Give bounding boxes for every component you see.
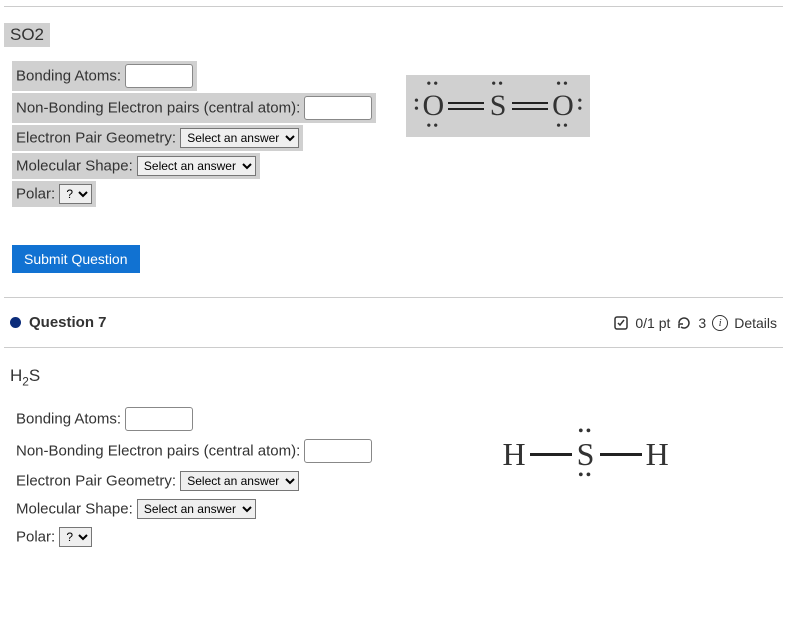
fields-column: Bonding Atoms: Non-Bonding Electron pair…: [12, 404, 376, 552]
molecule-formula: H2S: [4, 364, 46, 390]
retries-text: 3: [698, 315, 706, 331]
shape-row: Molecular Shape: Select an answer: [12, 496, 260, 522]
bonding-atoms-row: Bonding Atoms:: [12, 61, 197, 91]
info-icon[interactable]: i: [712, 315, 728, 331]
retry-icon: [676, 315, 692, 331]
polar-row: Polar: ?: [12, 181, 96, 207]
bonding-atoms-input[interactable]: [125, 407, 193, 431]
lewis-structure-so2: •• •• O •• •• S •• O •• ••: [406, 75, 589, 137]
lewis-atom-H-left: H: [500, 432, 527, 476]
divider: [4, 297, 783, 298]
shape-select[interactable]: Select an answer: [137, 499, 256, 519]
divider: [4, 347, 783, 348]
question-meta: 0/1 pt 3 i Details: [613, 315, 777, 331]
shape-row: Molecular Shape: Select an answer: [12, 153, 260, 179]
nonbonding-label: Non-Bonding Electron pairs (central atom…: [16, 443, 300, 460]
polar-label: Polar:: [16, 529, 55, 546]
nonbonding-label: Non-Bonding Electron pairs (central atom…: [16, 100, 300, 117]
epg-row: Electron Pair Geometry: Select an answer: [12, 468, 303, 494]
lewis-atom-H-right: H: [644, 432, 671, 476]
nonbonding-row: Non-Bonding Electron pairs (central atom…: [12, 436, 376, 466]
molecule-formula: SO2: [4, 23, 50, 47]
bonding-atoms-label: Bonding Atoms:: [16, 411, 121, 428]
lewis-structure-h2s: H •• S •• H: [486, 422, 684, 486]
nonbonding-input[interactable]: [304, 439, 372, 463]
single-bond-icon: [600, 453, 642, 456]
lewis-atom-S: •• S ••: [574, 432, 598, 476]
polar-select[interactable]: ?: [59, 527, 92, 547]
divider: [4, 6, 783, 7]
lewis-atom-O-left: •• •• O ••: [420, 85, 446, 127]
shape-label: Molecular Shape:: [16, 158, 133, 175]
question-title: Question 7: [29, 314, 107, 331]
bonding-atoms-row: Bonding Atoms:: [12, 404, 197, 434]
attempt-icon: [613, 315, 629, 331]
bonding-atoms-label: Bonding Atoms:: [16, 68, 121, 85]
double-bond-icon: [512, 102, 548, 110]
polar-label: Polar:: [16, 186, 55, 203]
single-bond-icon: [530, 453, 572, 456]
shape-select[interactable]: Select an answer: [137, 156, 256, 176]
double-bond-icon: [448, 102, 484, 110]
polar-row: Polar: ?: [12, 524, 96, 550]
question-body: Bonding Atoms: Non-Bonding Electron pair…: [4, 404, 783, 552]
epg-label: Electron Pair Geometry:: [16, 473, 176, 490]
epg-row: Electron Pair Geometry: Select an answer: [12, 125, 303, 151]
epg-label: Electron Pair Geometry:: [16, 130, 176, 147]
lewis-atom-O-right: •• O •• ••: [550, 85, 576, 127]
bonding-atoms-input[interactable]: [125, 64, 193, 88]
fields-column: Bonding Atoms: Non-Bonding Electron pair…: [12, 61, 376, 209]
question-bullet-icon: [10, 317, 21, 328]
polar-select[interactable]: ?: [59, 184, 92, 204]
epg-select[interactable]: Select an answer: [180, 128, 299, 148]
question-body: Bonding Atoms: Non-Bonding Electron pair…: [4, 61, 783, 209]
details-link[interactable]: Details: [734, 315, 777, 331]
points-text: 0/1 pt: [635, 315, 670, 331]
shape-label: Molecular Shape:: [16, 501, 133, 518]
nonbonding-input[interactable]: [304, 96, 372, 120]
lewis-atom-S: •• S: [486, 85, 510, 127]
submit-question-button[interactable]: Submit Question: [12, 245, 140, 273]
nonbonding-row: Non-Bonding Electron pairs (central atom…: [12, 93, 376, 123]
epg-select[interactable]: Select an answer: [180, 471, 299, 491]
question-header: Question 7 0/1 pt 3 i Details: [4, 304, 783, 341]
